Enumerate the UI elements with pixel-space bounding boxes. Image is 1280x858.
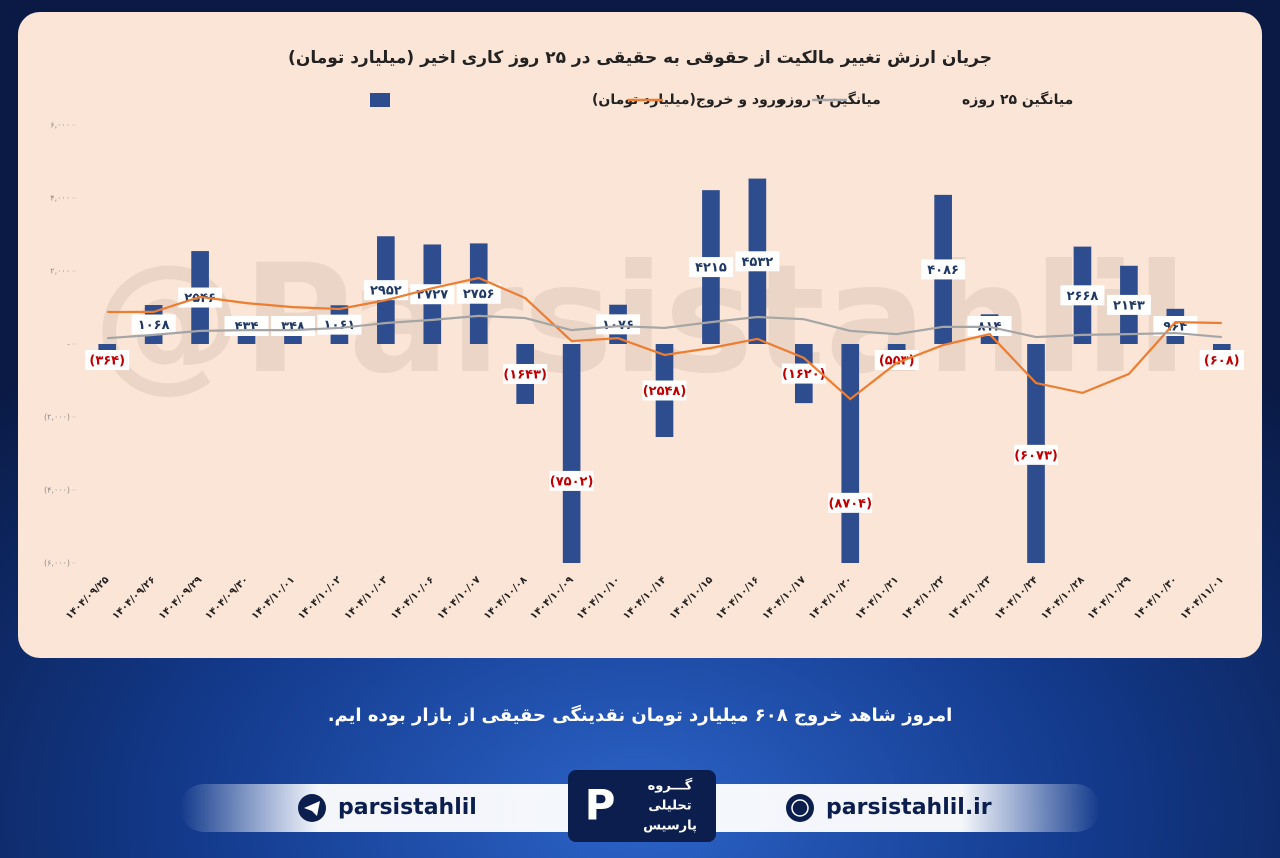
value-label-box xyxy=(1153,316,1198,336)
value-label: (۷۵۰۲) xyxy=(550,474,594,489)
value-label-box xyxy=(549,470,594,491)
y-tick-label: ۴,۰۰۰ xyxy=(50,194,70,203)
chart-title: جریان ارزش تغییر مالکیت از حقوقی به حقیق… xyxy=(288,48,992,68)
y-tick-label: - xyxy=(67,340,70,349)
value-label: ۴۳۴ xyxy=(235,320,259,335)
value-label: (۱۶۲۰) xyxy=(782,367,826,382)
value-label: (۵۵۳) xyxy=(879,354,915,369)
y-tick-label: ۶,۰۰۰ xyxy=(50,121,70,130)
y-tick-label: ۲,۰۰۰ xyxy=(50,267,70,276)
line xyxy=(107,314,1222,340)
bar xyxy=(562,344,581,563)
web-glyph xyxy=(791,799,809,817)
web-icon xyxy=(786,794,814,822)
value-label: ۲۷۵۶ xyxy=(463,287,495,302)
value-label-box xyxy=(735,251,780,272)
value-label: (۸۷۰۴) xyxy=(828,496,872,511)
value-label-box xyxy=(131,314,176,335)
value-label-box xyxy=(1199,350,1244,370)
value-label: ۲۵۴۶ xyxy=(184,291,216,306)
value-label-box xyxy=(874,350,919,370)
line xyxy=(107,276,1222,401)
value-label: ۱۰۶۸ xyxy=(138,318,170,333)
value-label: ۱۰۶۱ xyxy=(324,318,356,333)
telegram-handle: parsistahlil xyxy=(338,795,477,820)
value-label: ۲۹۵۲ xyxy=(370,284,402,299)
logo-text: پارسیس xyxy=(643,819,697,834)
caption: امروز شاهد خروج ۶۰۸ میلیارد تومان نقدینگ… xyxy=(328,704,953,726)
value-label: ۲۱۴۳ xyxy=(1113,298,1145,313)
logo-text: گـــروه xyxy=(648,778,693,794)
value-label: ۴۰۸۶ xyxy=(927,263,959,278)
y-tick-label: (۶,۰۰۰) xyxy=(44,559,70,568)
value-label: (۶۰۷۳) xyxy=(1014,448,1058,463)
value-label: (۳۶۴) xyxy=(89,354,125,369)
value-label-box xyxy=(85,350,130,370)
value-label-box xyxy=(921,259,966,280)
value-label-box xyxy=(410,284,455,305)
logo-mark: P xyxy=(585,781,616,830)
value-label-box xyxy=(1014,444,1059,465)
value-label-box xyxy=(456,283,501,304)
value-label: ۳۴۸ xyxy=(281,320,305,335)
value-label-box xyxy=(1106,294,1151,315)
value-label: ۲۷۲۷ xyxy=(416,288,448,303)
value-label: (۱۶۴۳) xyxy=(503,367,547,382)
value-label-box xyxy=(503,363,548,384)
website: parsistahlil.ir xyxy=(826,795,992,820)
value-label-box xyxy=(363,280,408,301)
value-labels: (۳۶۴) ۱۰۶۸ ۲۵۴۶ ۴۳۴ ۳۴۸ ۱۰۶۱ ۲۹۵۲ ۲۷۲۷ ۲۷۵۶ (۱۶۴۳… xyxy=(85,251,1244,513)
value-label-box xyxy=(1060,285,1105,306)
y-tick-label: (۴,۰۰۰) xyxy=(44,486,70,495)
legend-label: ورود و خروج(میلیارد تومان) xyxy=(592,92,785,108)
value-label: (۶۰۸) xyxy=(1204,354,1240,369)
telegram-glyph xyxy=(304,801,320,816)
legend-swatch xyxy=(370,93,390,107)
value-label: ۴۵۳۲ xyxy=(742,255,774,270)
value-label: ۴۲۱۵ xyxy=(695,261,727,276)
value-label-box xyxy=(688,257,733,278)
legend-label: میانگین ۲۵ روزه xyxy=(962,91,1073,108)
chart-panel xyxy=(18,12,1262,658)
value-label-box xyxy=(828,492,873,513)
value-label-box xyxy=(317,314,362,335)
logo-text: تحلیلی xyxy=(648,799,691,814)
logo-box xyxy=(568,770,716,842)
value-label: ۲۶۶۸ xyxy=(1067,289,1099,304)
value-label-box xyxy=(596,314,641,335)
value-label-box xyxy=(642,380,687,401)
y-tick-label: (۲,۰۰۰) xyxy=(44,413,70,422)
value-label: (۲۵۴۸) xyxy=(643,384,687,399)
